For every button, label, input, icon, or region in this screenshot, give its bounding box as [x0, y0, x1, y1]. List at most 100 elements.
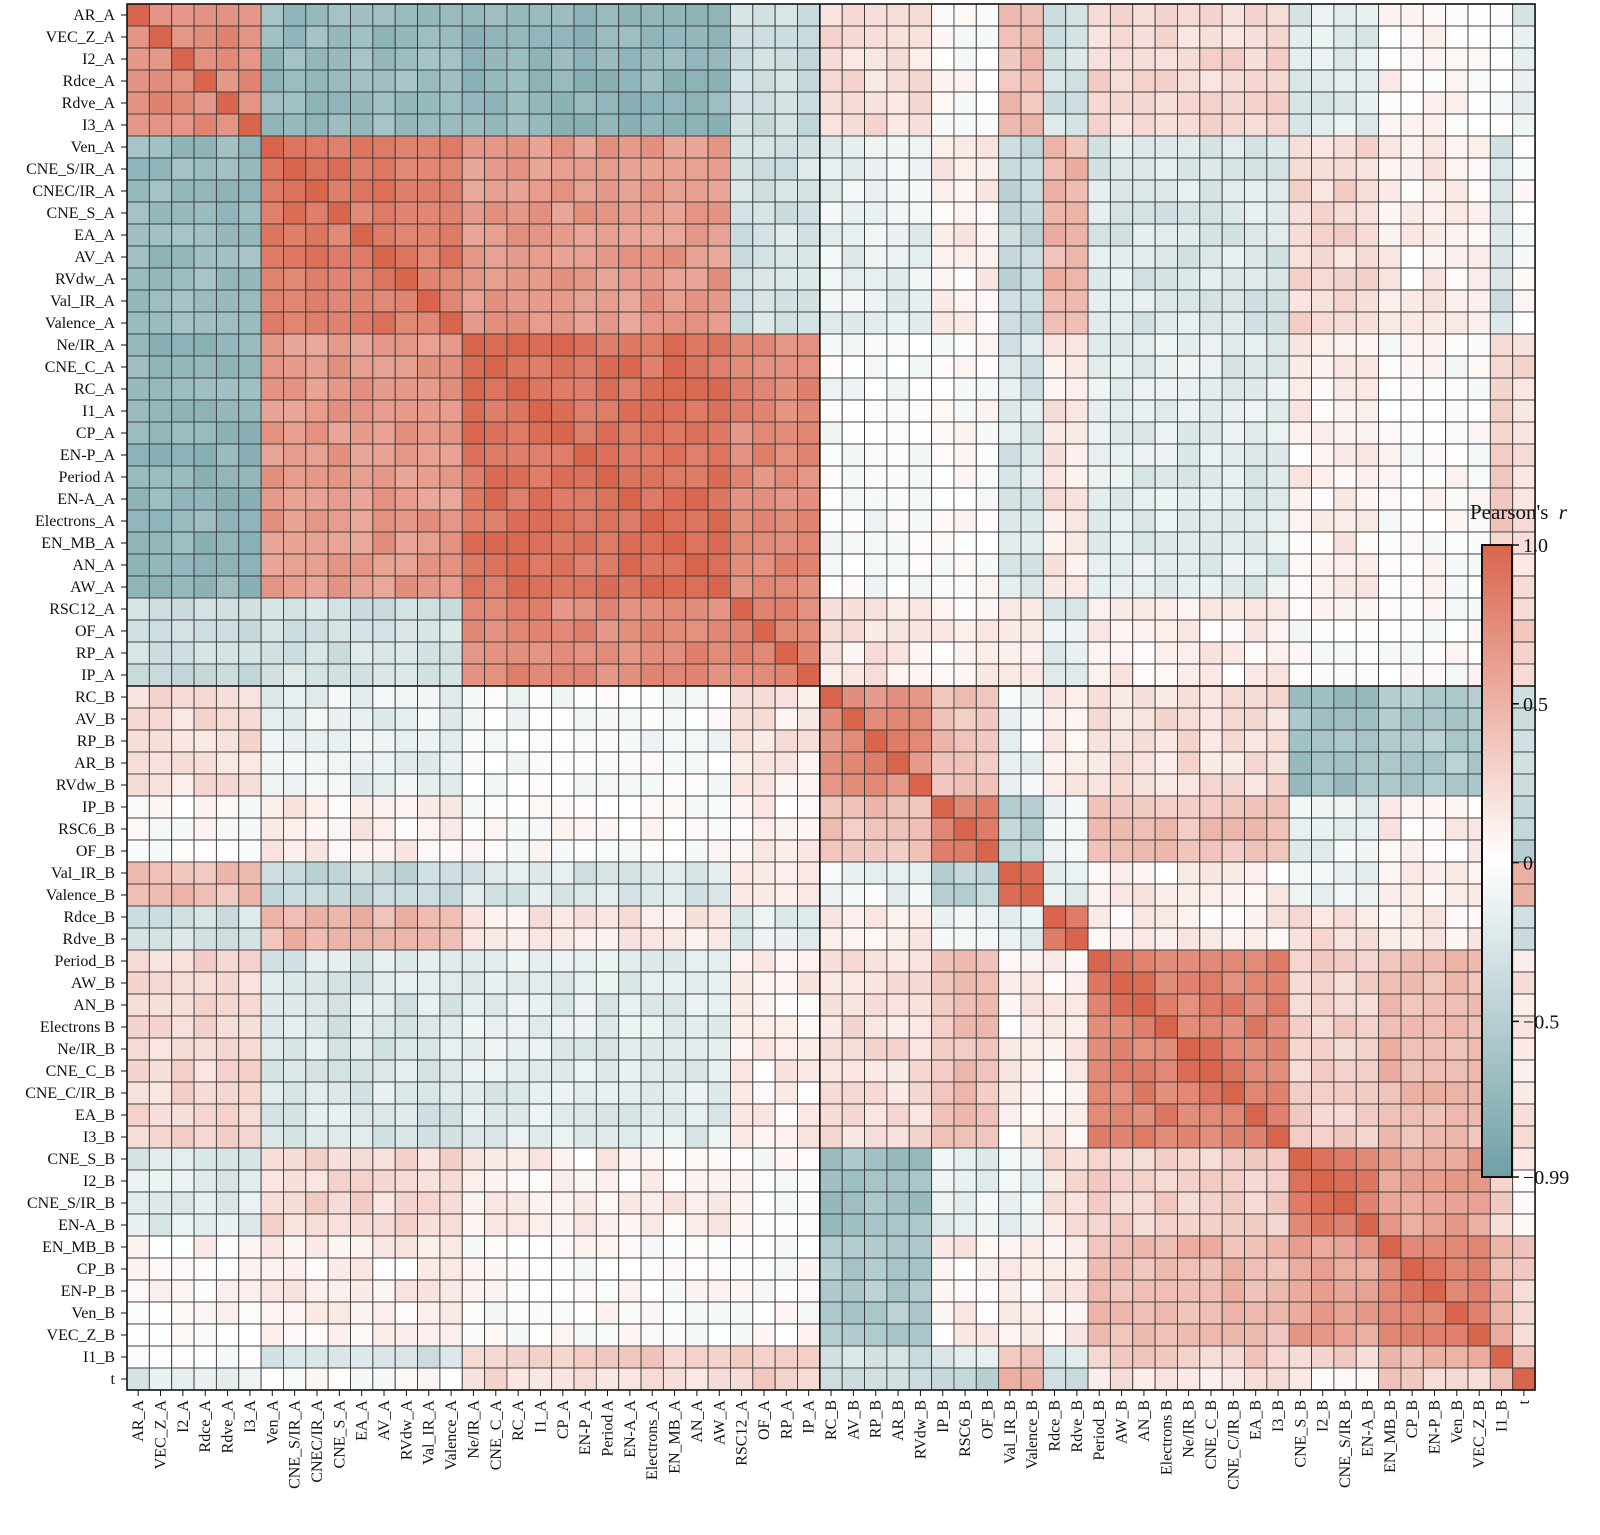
heatmap-cell: [1355, 267, 1380, 291]
heatmap-cell: [953, 553, 977, 577]
heatmap-cell: [372, 839, 396, 863]
heatmap-cell: [752, 883, 776, 907]
heatmap-cell: [886, 1345, 910, 1369]
heatmap-cell: [1132, 377, 1156, 401]
heatmap-cell: [975, 1125, 1000, 1149]
heatmap-cell: [1154, 795, 1178, 819]
heatmap-cell: [461, 795, 486, 819]
heatmap-cell: [1266, 905, 1290, 929]
heatmap-cell: [618, 333, 642, 357]
heatmap-cell: [417, 641, 441, 665]
heatmap-cell: [1154, 1191, 1178, 1215]
heatmap-cell: [439, 883, 463, 907]
heatmap-cell: [148, 1125, 173, 1149]
heatmap-cell: [1266, 509, 1290, 533]
heatmap-cell: [1020, 311, 1044, 335]
heatmap-cell: [975, 1235, 1000, 1259]
heatmap-cell: [171, 1103, 195, 1127]
heatmap-cell: [908, 663, 933, 687]
heatmap-cell: [1489, 113, 1514, 137]
heatmap-cell: [305, 377, 329, 401]
heatmap-cell: [305, 465, 329, 489]
heatmap-cell: [551, 971, 575, 995]
heatmap-cell: [1311, 443, 1335, 467]
heatmap-cell: [193, 1257, 217, 1281]
heatmap-cell: [215, 1323, 240, 1347]
heatmap-cell: [908, 465, 933, 489]
heatmap-cell: [975, 1301, 1000, 1325]
heatmap-cell: [1132, 509, 1156, 533]
heatmap-cell: [841, 1301, 866, 1325]
heatmap-cell: [998, 1257, 1022, 1281]
heatmap-cell: [193, 289, 217, 313]
heatmap-cell: [640, 1015, 664, 1039]
heatmap-cell: [640, 993, 664, 1017]
heatmap-cell: [1244, 707, 1268, 731]
heatmap-cell: [1355, 1235, 1380, 1259]
heatmap-cell: [998, 3, 1022, 27]
heatmap-cell: [171, 157, 195, 181]
heatmap-cell: [1154, 751, 1178, 775]
heatmap-cell: [171, 729, 195, 753]
heatmap-cell: [528, 1257, 553, 1281]
heatmap-cell: [1109, 1059, 1134, 1083]
heatmap-cell: [573, 1345, 597, 1369]
heatmap-cell: [640, 531, 664, 555]
heatmap-cell: [1154, 883, 1178, 907]
heatmap-cell: [707, 795, 731, 819]
heatmap-cell: [1199, 1323, 1223, 1347]
heatmap-cell: [193, 597, 217, 621]
heatmap-cell: [797, 597, 821, 621]
heatmap-cell: [551, 91, 575, 115]
heatmap-cell: [215, 1235, 240, 1259]
heatmap-cell: [350, 1169, 374, 1193]
heatmap-cell: [1199, 311, 1223, 335]
heatmap-cell: [439, 707, 463, 731]
heatmap-cell: [506, 1323, 530, 1347]
heatmap-cell: [1221, 311, 1245, 335]
heatmap-cell: [1109, 575, 1134, 599]
heatmap-cell: [1422, 1279, 1447, 1303]
heatmap-cell: [908, 1037, 933, 1061]
heatmap-cell: [595, 223, 620, 247]
heatmap-cell: [797, 1279, 821, 1303]
heatmap-cell: [528, 47, 553, 71]
heatmap-cell: [1109, 1367, 1134, 1391]
heatmap-cell: [238, 1367, 262, 1391]
heatmap-cell: [1154, 861, 1178, 885]
heatmap-cell: [1020, 443, 1044, 467]
heatmap-cell: [417, 971, 441, 995]
heatmap-cell: [1333, 47, 1357, 71]
heatmap-cell: [1333, 773, 1357, 797]
heatmap-cell: [707, 377, 731, 401]
heatmap-cell: [730, 1279, 754, 1303]
heatmap-cell: [1288, 839, 1312, 863]
heatmap-cell: [528, 135, 553, 159]
heatmap-cell: [931, 179, 955, 203]
x-tick-label: IP_A: [801, 1400, 818, 1434]
heatmap-cell: [1221, 223, 1245, 247]
heatmap-cell: [841, 531, 866, 555]
heatmap-cell: [1109, 113, 1134, 137]
heatmap-cell: [148, 553, 173, 577]
heatmap-cell: [327, 377, 351, 401]
heatmap-cell: [1355, 1059, 1380, 1083]
heatmap-cell: [730, 311, 754, 335]
heatmap-cell: [595, 399, 620, 423]
heatmap-cell: [1065, 1169, 1089, 1193]
heatmap-cell: [238, 1191, 262, 1215]
heatmap-cell: [908, 795, 933, 819]
heatmap-cell: [1266, 1345, 1290, 1369]
heatmap-cell: [662, 1015, 687, 1039]
heatmap-cell: [1445, 179, 1469, 203]
heatmap-cell: [730, 223, 754, 247]
heatmap-cell: [551, 487, 575, 511]
heatmap-cell: [975, 553, 1000, 577]
heatmap-cell: [1020, 201, 1044, 225]
heatmap-cell: [595, 1147, 620, 1171]
y-tick-label: AR_B: [74, 755, 115, 772]
heatmap-cell: [730, 289, 754, 313]
heatmap-cell: [372, 553, 396, 577]
heatmap-cell: [439, 47, 463, 71]
x-tick-label: I1_B: [1494, 1400, 1511, 1432]
